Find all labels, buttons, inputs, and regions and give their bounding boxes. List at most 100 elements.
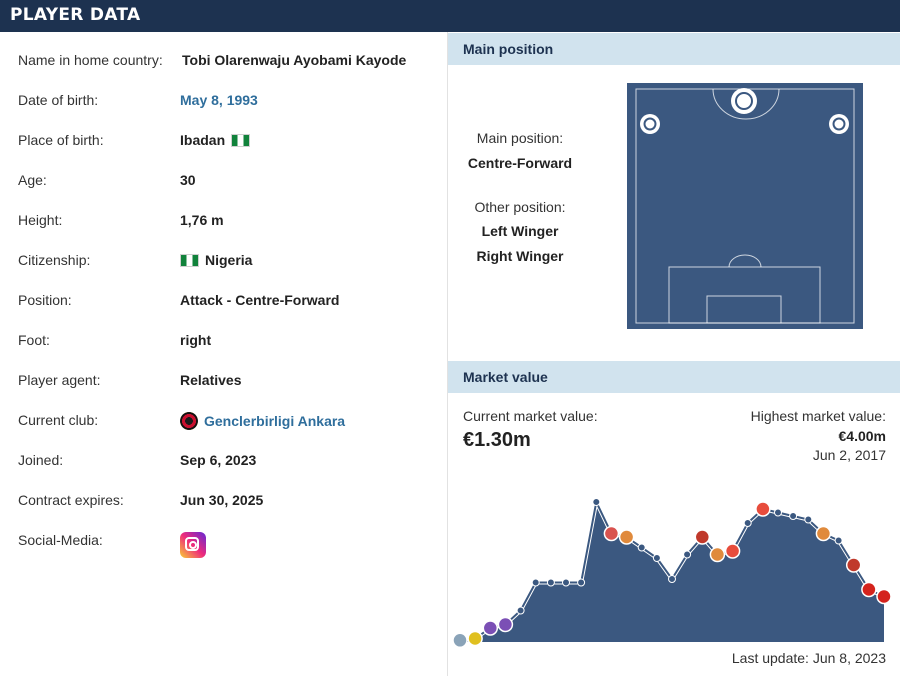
club-crest-marker[interactable] [452, 632, 468, 649]
info-value: Relatives [180, 372, 241, 388]
player-info-row: Height: 1,76 m [18, 206, 438, 246]
club-crest-marker[interactable] [815, 525, 832, 542]
info-label: Contract expires: [18, 492, 124, 508]
market-value-heading: Market value [463, 369, 548, 385]
market-value-point[interactable] [531, 578, 540, 587]
player-info-row: Citizenship: Nigeria [18, 246, 438, 286]
club-crest-marker[interactable] [709, 546, 726, 563]
market-value-point[interactable] [668, 575, 676, 583]
position-pitch [627, 83, 863, 329]
player-info-row: Joined: Sep 6, 2023 [18, 446, 438, 486]
other-position-marker [829, 114, 849, 134]
player-info-row: Contract expires: Jun 30, 2025 [18, 486, 438, 526]
info-value-text: Jun 30, 2025 [180, 492, 264, 508]
club-crest-marker[interactable] [618, 529, 635, 545]
highest-market-value-date: Jun 2, 2017 [812, 447, 886, 463]
market-value-area [460, 502, 884, 642]
info-value: 30 [180, 172, 196, 188]
info-label: Height: [18, 212, 63, 228]
info-label: Foot: [18, 332, 50, 348]
market-value-point[interactable] [562, 578, 570, 587]
info-value-text: May 8, 1993 [180, 92, 258, 108]
info-value[interactable]: Genclerbirligi Ankara [180, 412, 345, 430]
info-value: 1,76 m [180, 212, 224, 228]
market-value-point[interactable] [577, 578, 586, 587]
info-label: Citizenship: [18, 252, 91, 268]
club-crest-marker[interactable] [482, 620, 499, 636]
column-divider [447, 32, 448, 676]
market-value-point[interactable] [804, 515, 813, 524]
info-value-text: Genclerbirligi Ankara [204, 413, 346, 429]
market-value-point[interactable] [683, 550, 692, 559]
player-info-row: Position: Attack - Centre-Forward [18, 286, 438, 326]
info-value-text: 1,76 m [180, 212, 224, 228]
club-crest-icon [180, 412, 198, 430]
other-position-value: Left Winger [481, 223, 559, 239]
player-info-row: Current club: Genclerbirligi Ankara [18, 406, 438, 446]
club-crest-marker[interactable] [467, 630, 483, 647]
info-value-text: Ibadan [180, 132, 226, 148]
info-value-text: Sep 6, 2023 [180, 452, 257, 468]
club-crest-marker[interactable] [755, 501, 771, 517]
market-value-point[interactable] [546, 578, 555, 587]
info-label: Position: [18, 292, 72, 308]
pitch-goal-area [706, 295, 782, 324]
club-crest-marker[interactable] [694, 529, 711, 545]
club-crest-marker[interactable] [603, 525, 620, 542]
last-update: Last update: Jun 8, 2023 [731, 650, 886, 666]
info-label: Joined: [18, 452, 64, 468]
pitch-penalty-area [668, 266, 821, 324]
player-info-list: Name in home country: Tobi Olarenwaju Ayo… [18, 46, 438, 566]
pitch-penalty-arc [728, 254, 762, 268]
info-value: Nigeria [180, 252, 252, 268]
market-value-point[interactable] [516, 606, 525, 615]
current-market-value: €1.30m [463, 429, 531, 451]
info-value-text: Attack - Centre-Forward [180, 292, 340, 308]
market-value-point[interactable] [743, 519, 752, 527]
main-position-marker [731, 88, 757, 114]
other-position-label: Other position: [474, 199, 566, 215]
other-position-value: Right Winger [476, 248, 564, 264]
market-value-point[interactable] [592, 498, 601, 506]
club-crest-marker[interactable] [861, 581, 877, 598]
highest-market-value-label: Highest market value: [750, 408, 886, 424]
info-value-text: Relatives [180, 372, 242, 388]
player-info-row: Age: 30 [18, 166, 438, 206]
info-value[interactable]: May 8, 1993 [180, 92, 258, 108]
page-title: PLAYER DATA [10, 5, 141, 25]
info-value: Sep 6, 2023 [180, 452, 256, 468]
highest-market-value: €4.00m [838, 428, 886, 444]
market-value-chart[interactable] [448, 470, 900, 650]
player-info-row: Foot: right [18, 326, 438, 366]
club-crest-marker[interactable] [876, 588, 892, 605]
market-value-point[interactable] [652, 554, 661, 562]
other-position-marker [640, 114, 660, 134]
club-crest-marker[interactable] [497, 616, 514, 633]
market-value-point[interactable] [789, 512, 798, 520]
club-crest-marker[interactable] [845, 557, 862, 573]
info-value: Attack - Centre-Forward [180, 292, 339, 308]
main-position-heading: Main position [463, 41, 554, 57]
info-value: Jun 30, 2025 [180, 492, 263, 508]
instagram-icon[interactable] [180, 532, 206, 558]
main-position-header: Main position [448, 33, 900, 65]
player-info-row: Social-Media: [18, 526, 438, 566]
info-value: Tobi Olarenwaju Ayobami Kayode [182, 52, 406, 68]
info-value-text: Nigeria [205, 252, 253, 268]
page-header: PLAYER DATA [0, 0, 900, 32]
info-value-text: Tobi Olarenwaju Ayobami Kayode [182, 52, 407, 68]
market-value-point[interactable] [774, 508, 782, 517]
info-label: Current club: [18, 412, 99, 428]
info-value-text: 30 [180, 172, 196, 188]
info-value: Ibadan [180, 132, 251, 148]
market-value-point[interactable] [834, 536, 843, 545]
nigeria-flag-icon [231, 133, 251, 147]
market-value-point[interactable] [637, 543, 646, 552]
market-value-header: Market value [448, 361, 900, 393]
club-crest-marker[interactable] [724, 543, 741, 559]
info-value[interactable] [180, 532, 212, 558]
info-label: Place of birth: [18, 132, 104, 148]
pitch-center-circle [712, 88, 780, 120]
player-info-row: Name in home country: Tobi Olarenwaju Ayo… [18, 46, 438, 86]
info-label: Player agent: [18, 372, 101, 388]
